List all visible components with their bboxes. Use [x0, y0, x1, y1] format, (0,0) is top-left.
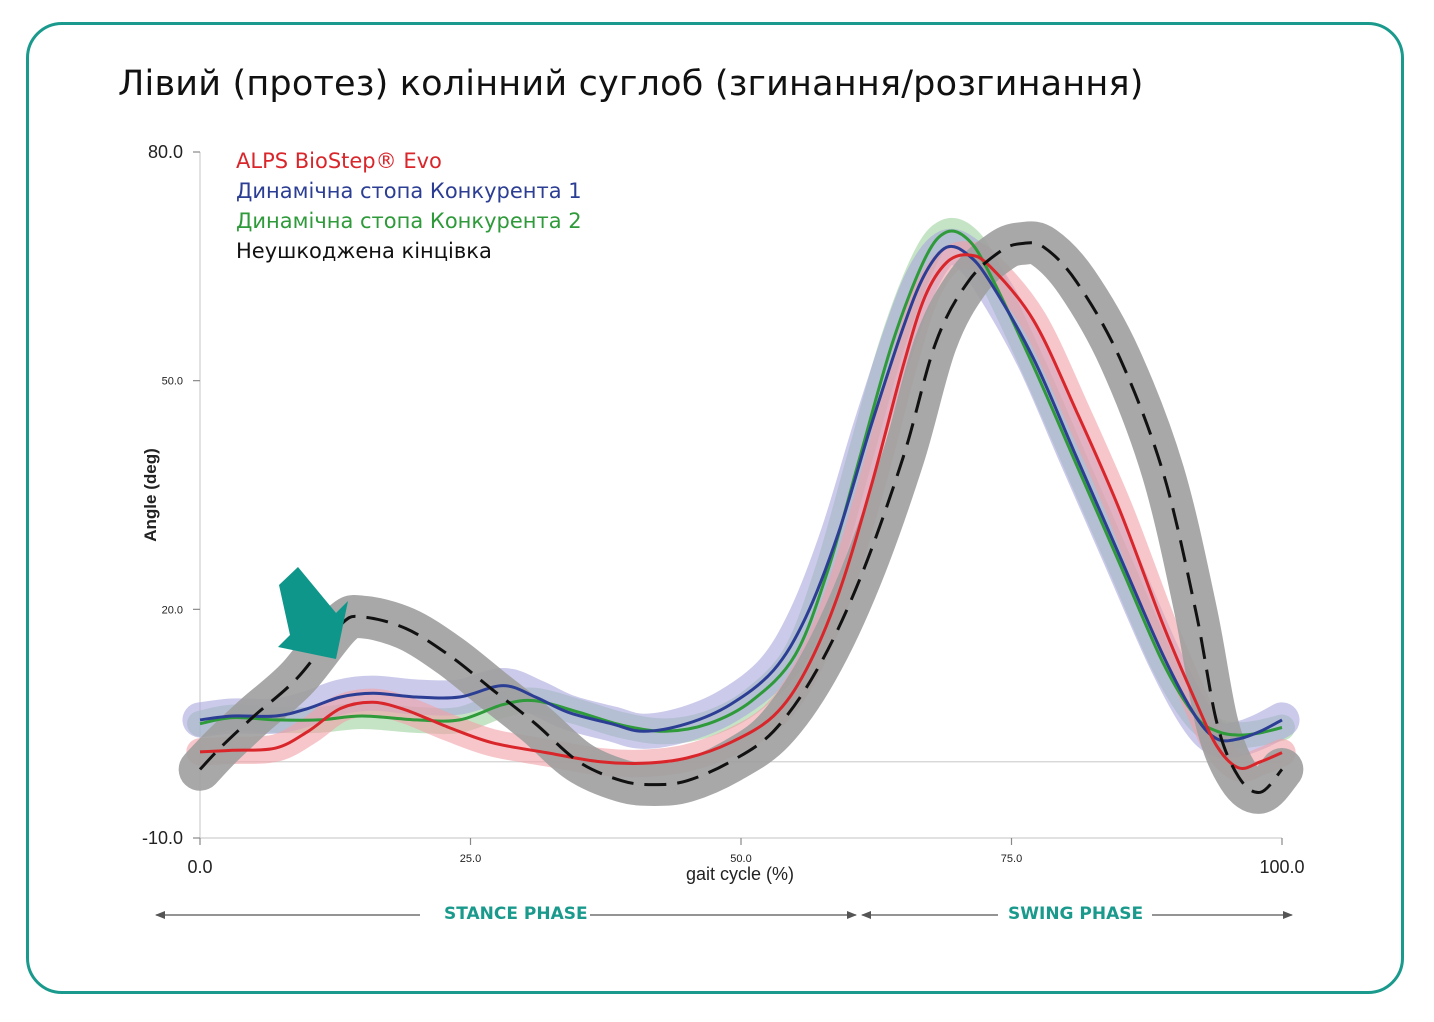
- y-tick-label: 20.0: [162, 604, 183, 616]
- series-line-competitor-1: [199, 244, 1283, 743]
- y-tick-label: 50.0: [162, 376, 183, 388]
- series-line-intact-limb: [198, 241, 1284, 794]
- legend-item-competitor-1: Динамічна стопа Конкурента 1: [236, 179, 582, 203]
- x-tick-label: 75.0: [1001, 853, 1022, 865]
- chart-title: Лівий (протез) колінний суглоб (згинання…: [118, 64, 1144, 104]
- tick-labels: 80.0 50.0 20.0 -10.00.0 25.0 50.0 75.0 100.0: [142, 142, 1305, 877]
- swing-phase-label: SWING PHASE: [1008, 904, 1144, 924]
- stance-phase-label: STANCE PHASE: [444, 904, 588, 924]
- x-tick-label: 100.0: [1259, 857, 1304, 877]
- x-axis-label: gait cycle (%): [686, 864, 794, 884]
- y-tick-label: 80.0: [148, 142, 183, 162]
- x-tick-label: 50.0: [730, 853, 751, 865]
- y-axis-label: Angle (deg): [141, 448, 160, 542]
- annotation-arrow-icon: [278, 567, 348, 659]
- legend-item-intact-limb: Неушкоджена кінцівка: [236, 239, 492, 263]
- legend-item-alps: ALPS BioStep® Evo: [236, 149, 442, 173]
- series-line-alps: [199, 253, 1283, 770]
- x-tick-label: 25.0: [460, 853, 481, 865]
- y-tick-label: -10.0: [142, 828, 183, 848]
- series-lines: [198, 229, 1284, 794]
- legend-item-competitor-2: Динамічна стопа Конкурента 2: [236, 209, 582, 233]
- x-tick-label: 0.0: [187, 857, 212, 877]
